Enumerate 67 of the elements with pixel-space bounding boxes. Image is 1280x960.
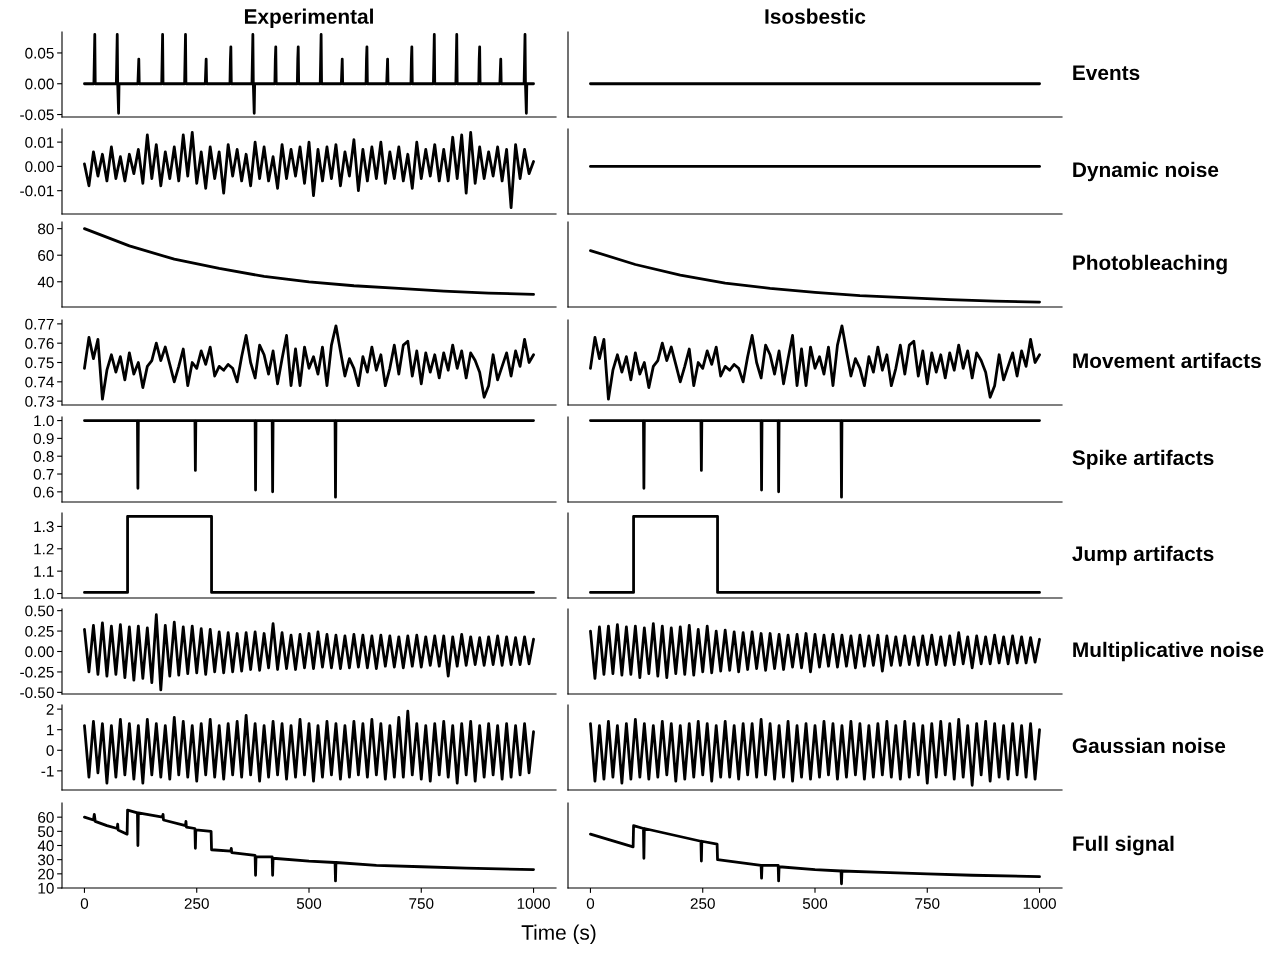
y-axis-title: Photobleaching [1073,254,1227,275]
y-tick-label: 20 [38,868,54,880]
line-series [83,419,535,499]
chart-title: Experimental [244,8,373,28]
y-axis-title: Dynamic noise [1073,161,1219,182]
chart-title: Isosbestic [765,8,866,24]
x-tick-label: 750 [409,898,434,909]
line-series [83,227,535,296]
x-tick-label: 500 [296,898,322,909]
y-tick-label: -1 [41,765,54,777]
x-axis-title: Time (s) [521,924,596,944]
y-axis-title: Gaussian noise [1072,737,1226,754]
y-tick-label: 50 [37,826,54,838]
y-tick-label: 0.74 [25,376,54,388]
y-axis-title: Full signal [1073,835,1174,856]
y-tick-label: 0 [46,745,54,756]
y-tick-label: 80 [38,223,54,235]
y-tick-label: 0.00 [25,161,54,173]
y-tick-label: 1.0 [34,588,54,600]
y-tick-label: 0.01 [25,136,54,148]
x-tick-label: 500 [802,898,828,909]
y-tick-label: 60 [38,250,54,261]
y-tick-label: 0.00 [25,78,54,90]
y-tick-label: 40 [37,840,54,852]
y-tick-label: 0.77 [25,318,54,330]
y-tick-label: -0.01 [20,185,54,197]
y-tick-label: 1.3 [34,521,54,533]
y-axis-title: Jump artifacts [1072,545,1214,566]
x-tick-label: 750 [915,898,940,909]
y-tick-label: 0.73 [25,396,54,407]
y-axis-title: Spike artifacts [1072,449,1214,470]
y-tick-label: 2 [46,703,54,715]
line-series [83,808,535,883]
y-tick-label: 1.0 [34,415,54,427]
y-tick-label: 0.25 [25,625,54,637]
x-tick-label: 1000 [517,898,550,909]
y-tick-label: 0.6 [33,486,54,498]
x-tick-label: 250 [690,898,715,909]
y-tick-label: 0.00 [25,646,54,658]
line-series [83,131,535,210]
line-series [83,613,535,692]
y-tick-label: 10 [38,882,54,894]
y-axis-title: Multiplicative noise [1073,641,1264,662]
y-tick-label: 0.8 [33,451,54,462]
y-tick-label: -0.05 [20,109,54,121]
y-tick-label: -0.50 [20,687,54,699]
y-tick-label: 0.50 [25,605,54,617]
x-tick-label: 1000 [1023,898,1056,909]
y-tick-label: 0.7 [33,468,54,480]
y-tick-label: 30 [37,854,54,866]
y-tick-label: 0.75 [25,357,54,369]
x-tick-label: 250 [184,898,209,909]
y-tick-label: 60 [38,812,54,823]
y-tick-label: 0.9 [33,433,54,445]
line-series [83,324,535,401]
x-tick-label: 0 [586,898,595,909]
y-axis-title: Events [1073,65,1140,81]
y-axis-title: Movement artifacts [1073,352,1261,369]
y-tick-label: 1.2 [34,543,54,555]
y-tick-label: 40 [37,276,54,288]
y-tick-label: 0.76 [25,338,54,349]
y-tick-label: -0.25 [20,666,54,678]
y-tick-label: 0.05 [25,47,54,59]
line-series [83,709,535,785]
x-tick-label: 0 [80,898,89,909]
y-tick-label: 1 [47,724,54,736]
y-tick-label: 1.1 [34,566,54,577]
